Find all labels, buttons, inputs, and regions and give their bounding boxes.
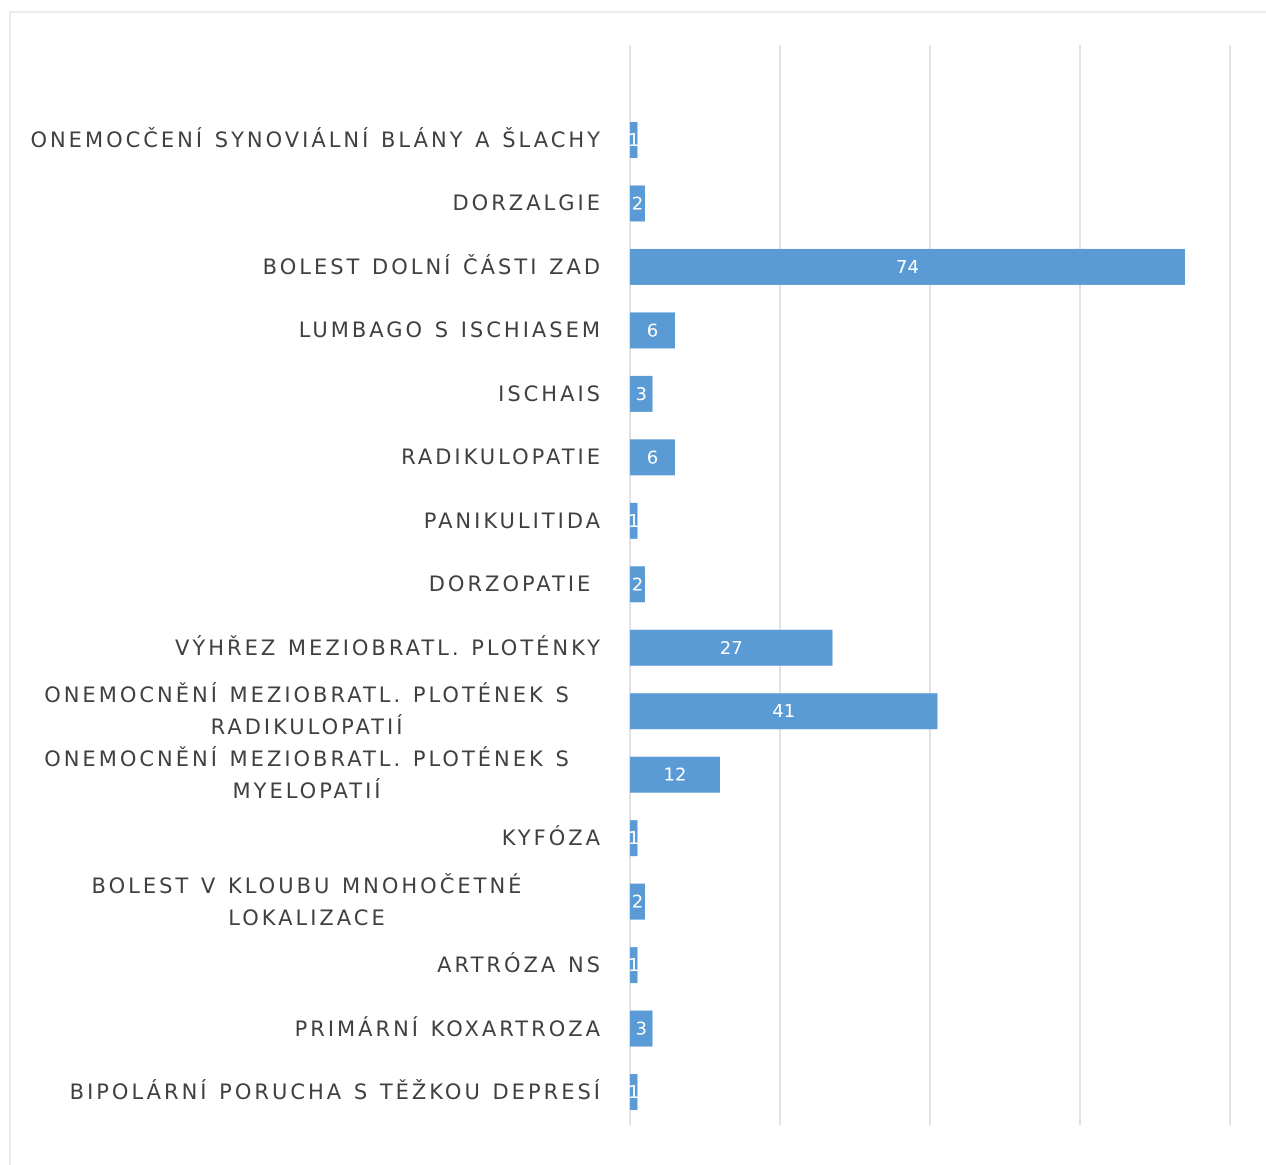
category-label: ONEMOCNĚNÍ MEZIOBRATL. PLOTÉNEK S MYELOP… (44, 746, 582, 803)
category-label: ONEMOCČENÍ SYNOVIÁLNÍ BLÁNY A ŠLACHY (30, 128, 603, 152)
category-label: ONEMOCNĚNÍ MEZIOBRATL. PLOTÉNEK S RADIKU… (44, 683, 582, 740)
bar (630, 756, 720, 793)
category-label-box: PRIMÁRNÍ KOXARTROZA (13, 1013, 603, 1045)
bar (630, 439, 675, 476)
category-label-box: BIPOLÁRNÍ PORUCHA S TĚŽKOU DEPRESÍ (13, 1076, 603, 1108)
category-label-box: BOLEST DOLNÍ ČÁSTI ZAD (13, 251, 603, 283)
category-label: BIPOLÁRNÍ PORUCHA S TĚŽKOU DEPRESÍ (69, 1080, 603, 1105)
category-label: RADIKULOPATIE (401, 445, 603, 470)
category-label: PANIKULITIDA (423, 508, 603, 533)
category-label-box: KYFÓZA (13, 822, 603, 854)
bar (630, 947, 638, 984)
category-label: DORZALGIE (452, 191, 603, 216)
bar (630, 502, 638, 539)
category-label-box: LUMBAGO S ISCHIASEM (13, 314, 603, 346)
bar (630, 629, 833, 666)
category-label-box: ISCHAIS (13, 378, 603, 410)
category-label-box: ONEMOCNĚNÍ MEZIOBRATL. PLOTÉNEK S MYELOP… (13, 743, 603, 807)
value-label: 41 (772, 701, 795, 722)
bar (630, 312, 675, 349)
value-label: 74 (896, 257, 919, 278)
bar (630, 693, 938, 730)
category-label-box: ONEMOCČENÍ SYNOVIÁLNÍ BLÁNY A ŠLACHY (13, 124, 603, 156)
value-label: 3 (636, 1019, 647, 1040)
category-label-box: RADIKULOPATIE (13, 441, 603, 473)
category-label: DORZOPATIE (428, 572, 603, 597)
category-label: KYFÓZA (501, 826, 603, 851)
bar (630, 185, 645, 222)
category-label: ARTRÓZA NS (437, 953, 603, 978)
category-label-box: VÝHŘEZ MEZIOBRATL. PLOTÉNKY (13, 632, 603, 664)
value-label: 1 (628, 511, 639, 532)
category-label: VÝHŘEZ MEZIOBRATL. PLOTÉNKY (175, 635, 603, 660)
value-label: 1 (628, 130, 639, 151)
bar (630, 122, 638, 158)
value-label: 3 (636, 384, 647, 405)
bar (630, 566, 645, 603)
category-label: BOLEST DOLNÍ ČÁSTI ZAD (262, 254, 603, 279)
bar (630, 375, 653, 412)
value-label: 6 (647, 447, 658, 468)
value-label: 6 (647, 320, 658, 341)
value-label: 27 (720, 638, 743, 659)
value-label: 2 (632, 892, 643, 913)
bar (630, 883, 645, 920)
category-label: PRIMÁRNÍ KOXARTROZA (294, 1016, 603, 1041)
category-label: BOLEST V KLOUBU MNOHOČETNÉ LOKALIZACE (91, 873, 535, 930)
category-label-box: DORZALGIE (13, 187, 603, 219)
bar (630, 820, 638, 857)
value-label: 1 (628, 1082, 639, 1103)
value-label: 2 (632, 193, 643, 214)
category-label: ISCHAIS (498, 381, 603, 406)
value-label: 2 (632, 574, 643, 595)
category-label: LUMBAGO S ISCHIASEM (298, 318, 603, 343)
category-label-box: ONEMOCNĚNÍ MEZIOBRATL. PLOTÉNEK S RADIKU… (13, 679, 603, 743)
value-label: 1 (628, 828, 639, 849)
bar (630, 1010, 653, 1047)
bar (630, 248, 1185, 285)
chart-border (9, 11, 1266, 1165)
category-label-box: DORZOPATIE (13, 568, 603, 600)
category-label-box: ARTRÓZA NS (13, 949, 603, 981)
category-label-box: BOLEST V KLOUBU MNOHOČETNÉ LOKALIZACE (13, 870, 603, 934)
value-label: 1 (628, 955, 639, 976)
bar (630, 1074, 638, 1111)
value-label: 12 (664, 765, 687, 786)
category-label-box: PANIKULITIDA (13, 505, 603, 537)
